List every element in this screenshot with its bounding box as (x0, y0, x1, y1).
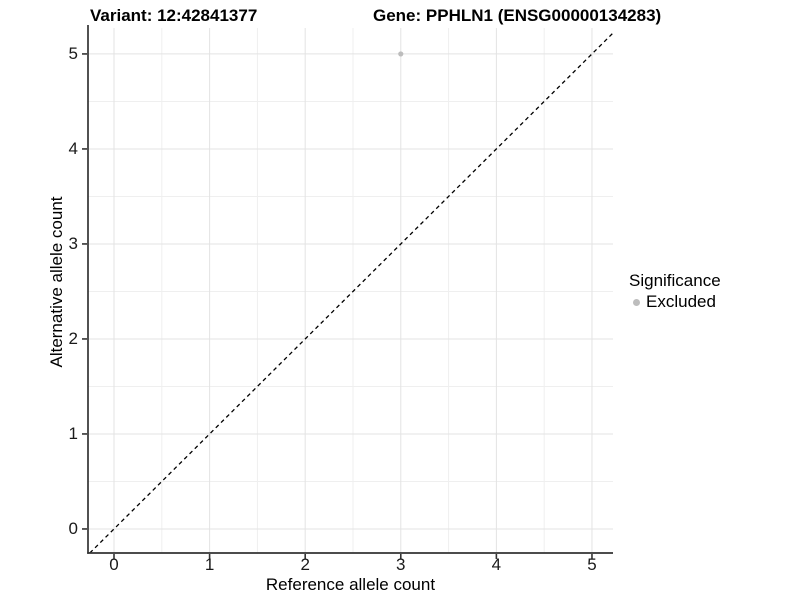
legend-title: Significance (629, 271, 721, 290)
x-tick-label: 5 (587, 555, 597, 574)
y-tick-label: 0 (68, 518, 78, 538)
y-tick-label: 3 (68, 233, 78, 253)
identity-line (89, 32, 614, 554)
x-tick-label: 1 (204, 555, 215, 574)
data-point (398, 51, 404, 57)
legend: Significance Excluded (629, 271, 721, 312)
plot-title-gene: Gene: PPHLN1 (ENSG00000134283) (373, 6, 662, 25)
x-axis-title: Reference allele count (265, 575, 436, 594)
plot-title-variant: Variant: 12:42841377 (90, 6, 258, 25)
x-tick-label: 3 (396, 555, 406, 574)
y-tick-label: 4 (68, 138, 78, 158)
x-tick-label: 0 (109, 555, 119, 574)
x-tick-label: 2 (300, 555, 310, 574)
legend-item-label: Excluded (646, 292, 716, 311)
y-tick-label: 5 (68, 43, 78, 63)
legend-key-dot (633, 298, 640, 306)
x-tick-label: 4 (491, 555, 502, 574)
y-axis-title: Alternative allele count (47, 196, 66, 368)
y-tick-label: 2 (68, 328, 78, 348)
legend-item-excluded: Excluded (629, 292, 721, 312)
y-tick-label: 1 (68, 423, 78, 443)
